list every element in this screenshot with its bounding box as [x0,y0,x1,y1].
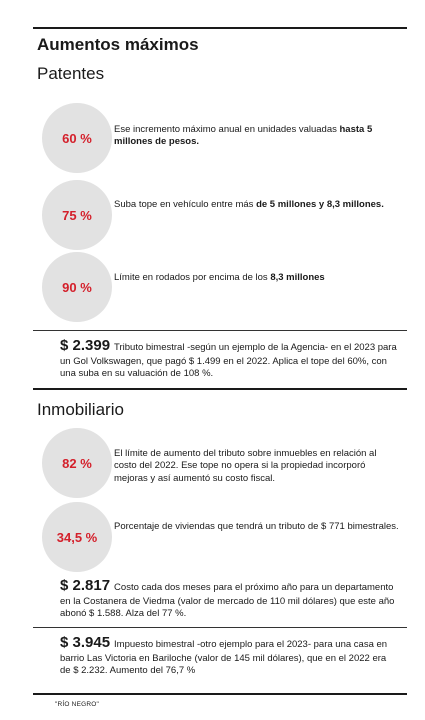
section-heading-patentes: Patentes [37,64,105,83]
note-text: Impuesto bimestral -otro ejemplo para el… [60,639,388,676]
section-heading-inmobiliario: Inmobiliario [37,400,124,419]
percent-value: 60 % [62,130,92,146]
inmobiliario-item-desc: El límite de aumento del tributo sobre i… [114,448,377,484]
percent-value: 75 % [62,207,92,223]
percent-value: 34,5 % [56,529,98,545]
note-text: Costo cada dos meses para el próximo año… [60,582,395,619]
note-amount: $ 2.817 [60,577,111,594]
note-text: Tributo bimestral -según un ejemplo de l… [60,342,397,379]
percent-circle-75: 75 % [42,180,112,250]
patentes-item-desc: Suba tope en vehículo entre más de 5 mil… [114,199,384,210]
percent-value: 90 % [62,279,92,295]
inmobiliario-item-desc: Porcentaje de viviendas que tendrá un tr… [114,521,399,532]
percent-value: 82 % [62,455,92,471]
source-credit: "RÍO NEGRO" [55,701,100,708]
bottom-rule [33,693,407,695]
percent-circle-82: 82 % [42,428,112,498]
page-title: Aumentos máximos [37,35,199,54]
divider [33,627,407,628]
top-rule [33,27,407,29]
percent-circle-60: 60 % [42,103,112,173]
patentes-note: $ 2.399 Tributo bimestral -según un ejemp… [60,336,398,380]
inmobiliario-note: $ 3.945 Impuesto bimestral -otro ejemplo … [60,633,398,677]
note-amount: $ 3.945 [60,634,111,651]
inmobiliario-note: $ 2.817 Costo cada dos meses para el próx… [60,576,398,620]
divider [33,330,407,331]
patentes-item-desc: Límite en rodados por encima de los 8,3 … [114,272,325,283]
section-rule [33,388,407,390]
percent-circle-90: 90 % [42,252,112,322]
percent-circle-34-5: 34,5 % [42,502,112,572]
patentes-item-desc: Ese incremento máximo anual en unidades … [114,124,373,148]
note-amount: $ 2.399 [60,337,111,354]
